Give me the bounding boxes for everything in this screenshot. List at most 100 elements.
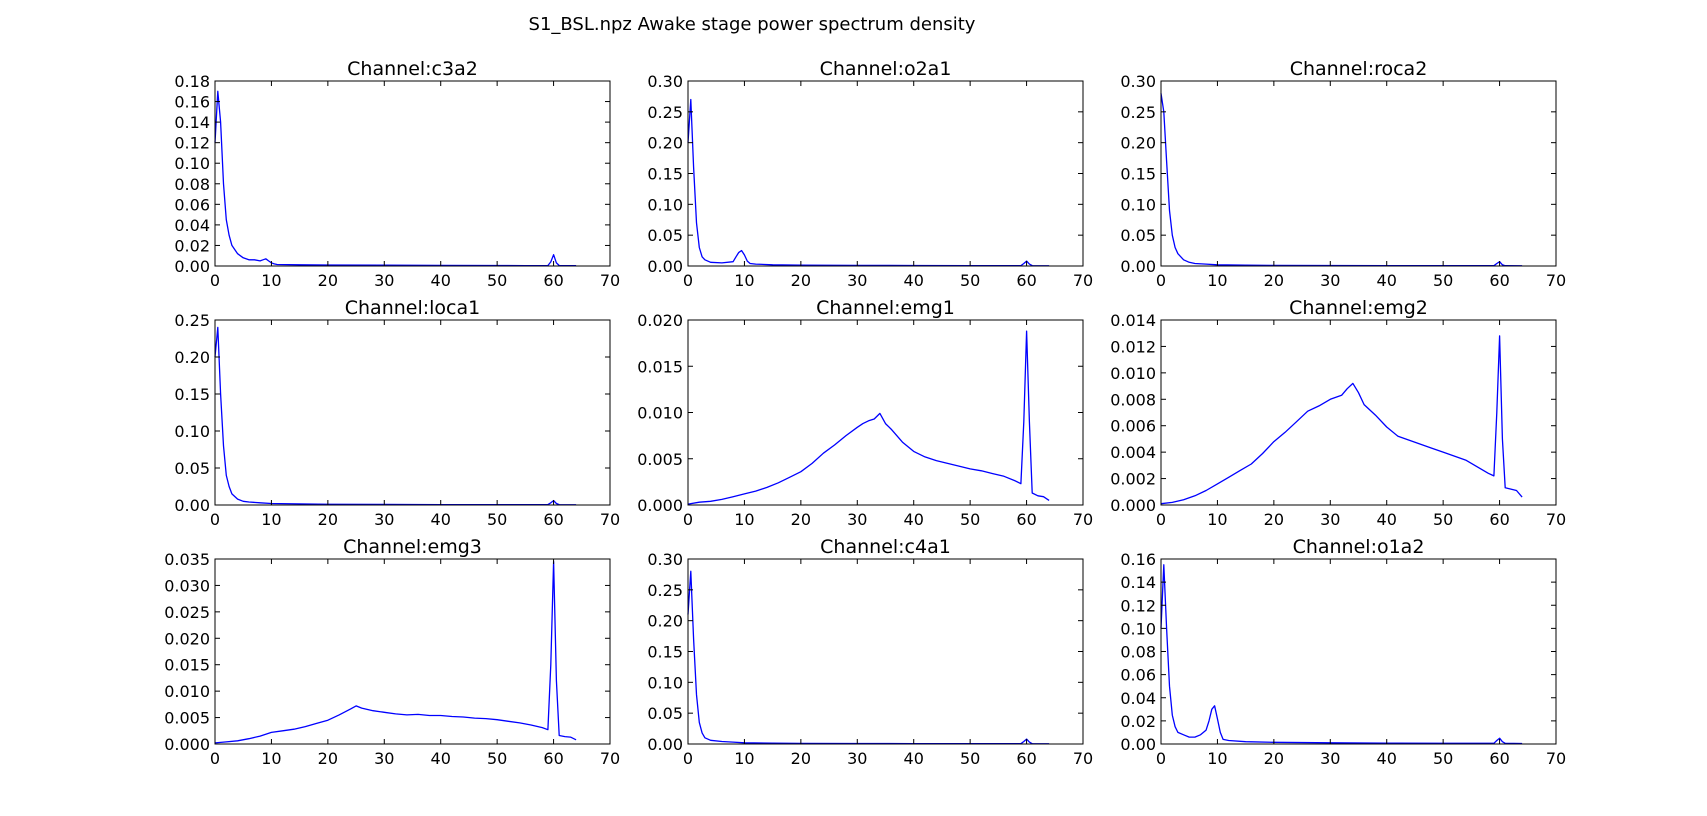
y-tick-label: 0.10 [174,154,210,173]
y-tick-label: 0.16 [1120,550,1156,569]
y-tick-label: 0.12 [1120,596,1156,615]
y-tick-label: 0.020 [164,629,210,648]
subplot-title: Channel:c3a2 [347,58,478,80]
y-tick-label: 0.02 [174,236,210,255]
series-line [687,98,1050,267]
x-tick-label: 10 [261,271,281,290]
y-tick-label: 0.010 [637,404,683,423]
x-tick-label: 60 [1016,510,1036,529]
subplot-3: Channel:roca2 0 10 20 30 40 50 60 70 0.00 0.05 0.10… [1120,58,1566,290]
x-tick-label: 70 [600,749,620,768]
y-tick-label: 0.025 [164,603,210,622]
y-tick-label: 0.012 [1110,337,1156,356]
y-tick-label: 0.25 [1120,103,1156,122]
y-tick-label: 0.25 [647,103,683,122]
y-tick-label: 0.005 [164,709,210,728]
y-tick-label: 0.16 [174,93,210,112]
x-tick-label: 50 [960,749,980,768]
x-tick-label: 70 [600,510,620,529]
y-tick-label: 0.00 [174,496,210,515]
y-tick-label: 0.10 [647,195,683,214]
x-tick-label: 0 [1156,749,1166,768]
y-tick-label: 0.10 [174,422,210,441]
x-tick-label: 10 [1207,749,1227,768]
axes-frame [1160,319,1557,506]
subplot-6: Channel:emg2 0 10 20 30 40 50 60 70 0.000 0.002 0.0… [1110,297,1566,529]
y-tick-label: 0.05 [647,226,683,245]
y-tick-label: 0.014 [1110,311,1156,330]
series-line [1160,564,1523,745]
y-tick-label: 0.004 [1110,443,1156,462]
x-tick-label: 40 [1377,510,1397,529]
subplot-title: Channel:o1a2 [1293,536,1425,558]
y-tick-label: 0.14 [1120,573,1156,592]
subplot-title: Channel:emg3 [343,536,482,558]
x-tick-label: 30 [847,510,867,529]
axes-frame [214,80,611,267]
x-tick-label: 30 [374,271,394,290]
y-tick-label: 0.30 [647,550,683,569]
x-tick-label: 40 [431,749,451,768]
y-tick-label: 0.25 [174,311,210,330]
y-tick-label: 0.00 [1120,257,1156,276]
y-tick-label: 0.008 [1110,390,1156,409]
y-tick-label: 0.04 [174,216,210,235]
x-tick-label: 0 [683,510,693,529]
subplot-title: Channel:c4a1 [820,536,951,558]
y-tick-label: 0.05 [174,459,210,478]
y-tick-label: 0.25 [647,581,683,600]
x-tick-label: 40 [431,271,451,290]
x-tick-label: 40 [1377,271,1397,290]
y-tick-label: 0.05 [1120,226,1156,245]
y-tick-label: 0.30 [647,72,683,91]
subplot-1: Channel:c3a2 0 10 20 30 40 50 60 70 0.00 0.020.04 0… [174,58,620,290]
x-tick-label: 50 [1433,749,1453,768]
x-tick-label: 60 [543,271,563,290]
y-tick-label: 0.00 [174,257,210,276]
subplot-title: Channel:emg2 [1289,297,1428,319]
y-tick-label: 0.002 [1110,470,1156,489]
x-tick-label: 0 [683,271,693,290]
x-tick-label: 30 [1320,271,1340,290]
subplot-title: Channel:roca2 [1290,58,1428,80]
y-tick-label: 0.000 [637,496,683,515]
x-tick-label: 10 [734,510,754,529]
x-tick-label: 0 [1156,510,1166,529]
subplot-title: Channel:loca1 [345,297,481,319]
x-tick-label: 60 [543,510,563,529]
x-tick-label: 50 [487,749,507,768]
x-tick-label: 60 [1489,749,1509,768]
subplot-8: Channel:c4a1 0 10 20 30 40 50 60 70 0.00 0.05 0.10 0… [647,536,1093,768]
subplot-title: Channel:emg1 [816,297,955,319]
y-tick-label: 0.00 [647,735,683,754]
x-tick-label: 50 [487,271,507,290]
x-tick-label: 30 [374,749,394,768]
x-tick-label: 50 [1433,271,1453,290]
y-tick-label: 0.02 [1120,712,1156,731]
x-tick-label: 50 [960,510,980,529]
x-tick-label: 20 [318,271,338,290]
y-tick-label: 0.000 [164,735,210,754]
x-tick-label: 70 [1546,510,1566,529]
y-tick-label: 0.20 [647,612,683,631]
y-tick-label: 0.015 [164,656,210,675]
y-tick-label: 0.18 [174,72,210,91]
y-tick-label: 0.15 [647,643,683,662]
y-tick-label: 0.15 [174,385,210,404]
x-tick-label: 50 [487,510,507,529]
x-tick-label: 70 [1546,749,1566,768]
y-tick-label: 0.015 [637,357,683,376]
x-tick-label: 60 [1489,271,1509,290]
y-tick-label: 0.06 [1120,666,1156,685]
y-tick-label: 0.00 [647,257,683,276]
y-tick-label: 0.000 [1110,496,1156,515]
subplot-7: Channel:emg3 0 10 20 30 40 50 60 70 0.000 0.005 0.0… [164,536,620,768]
x-tick-label: 20 [1264,510,1284,529]
x-tick-label: 10 [734,749,754,768]
y-tick-label: 0.10 [647,673,683,692]
x-tick-label: 10 [1207,271,1227,290]
x-tick-label: 40 [1377,749,1397,768]
y-tick-label: 0.20 [647,134,683,153]
